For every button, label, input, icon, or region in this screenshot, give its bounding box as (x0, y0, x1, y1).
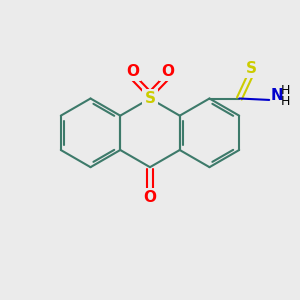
Text: O: O (126, 64, 139, 79)
Text: S: S (246, 61, 257, 76)
Text: S: S (145, 91, 155, 106)
Text: H: H (281, 95, 291, 108)
Text: O: O (143, 190, 157, 205)
Text: H: H (281, 84, 291, 97)
Text: O: O (161, 64, 174, 79)
Text: N: N (271, 88, 284, 103)
